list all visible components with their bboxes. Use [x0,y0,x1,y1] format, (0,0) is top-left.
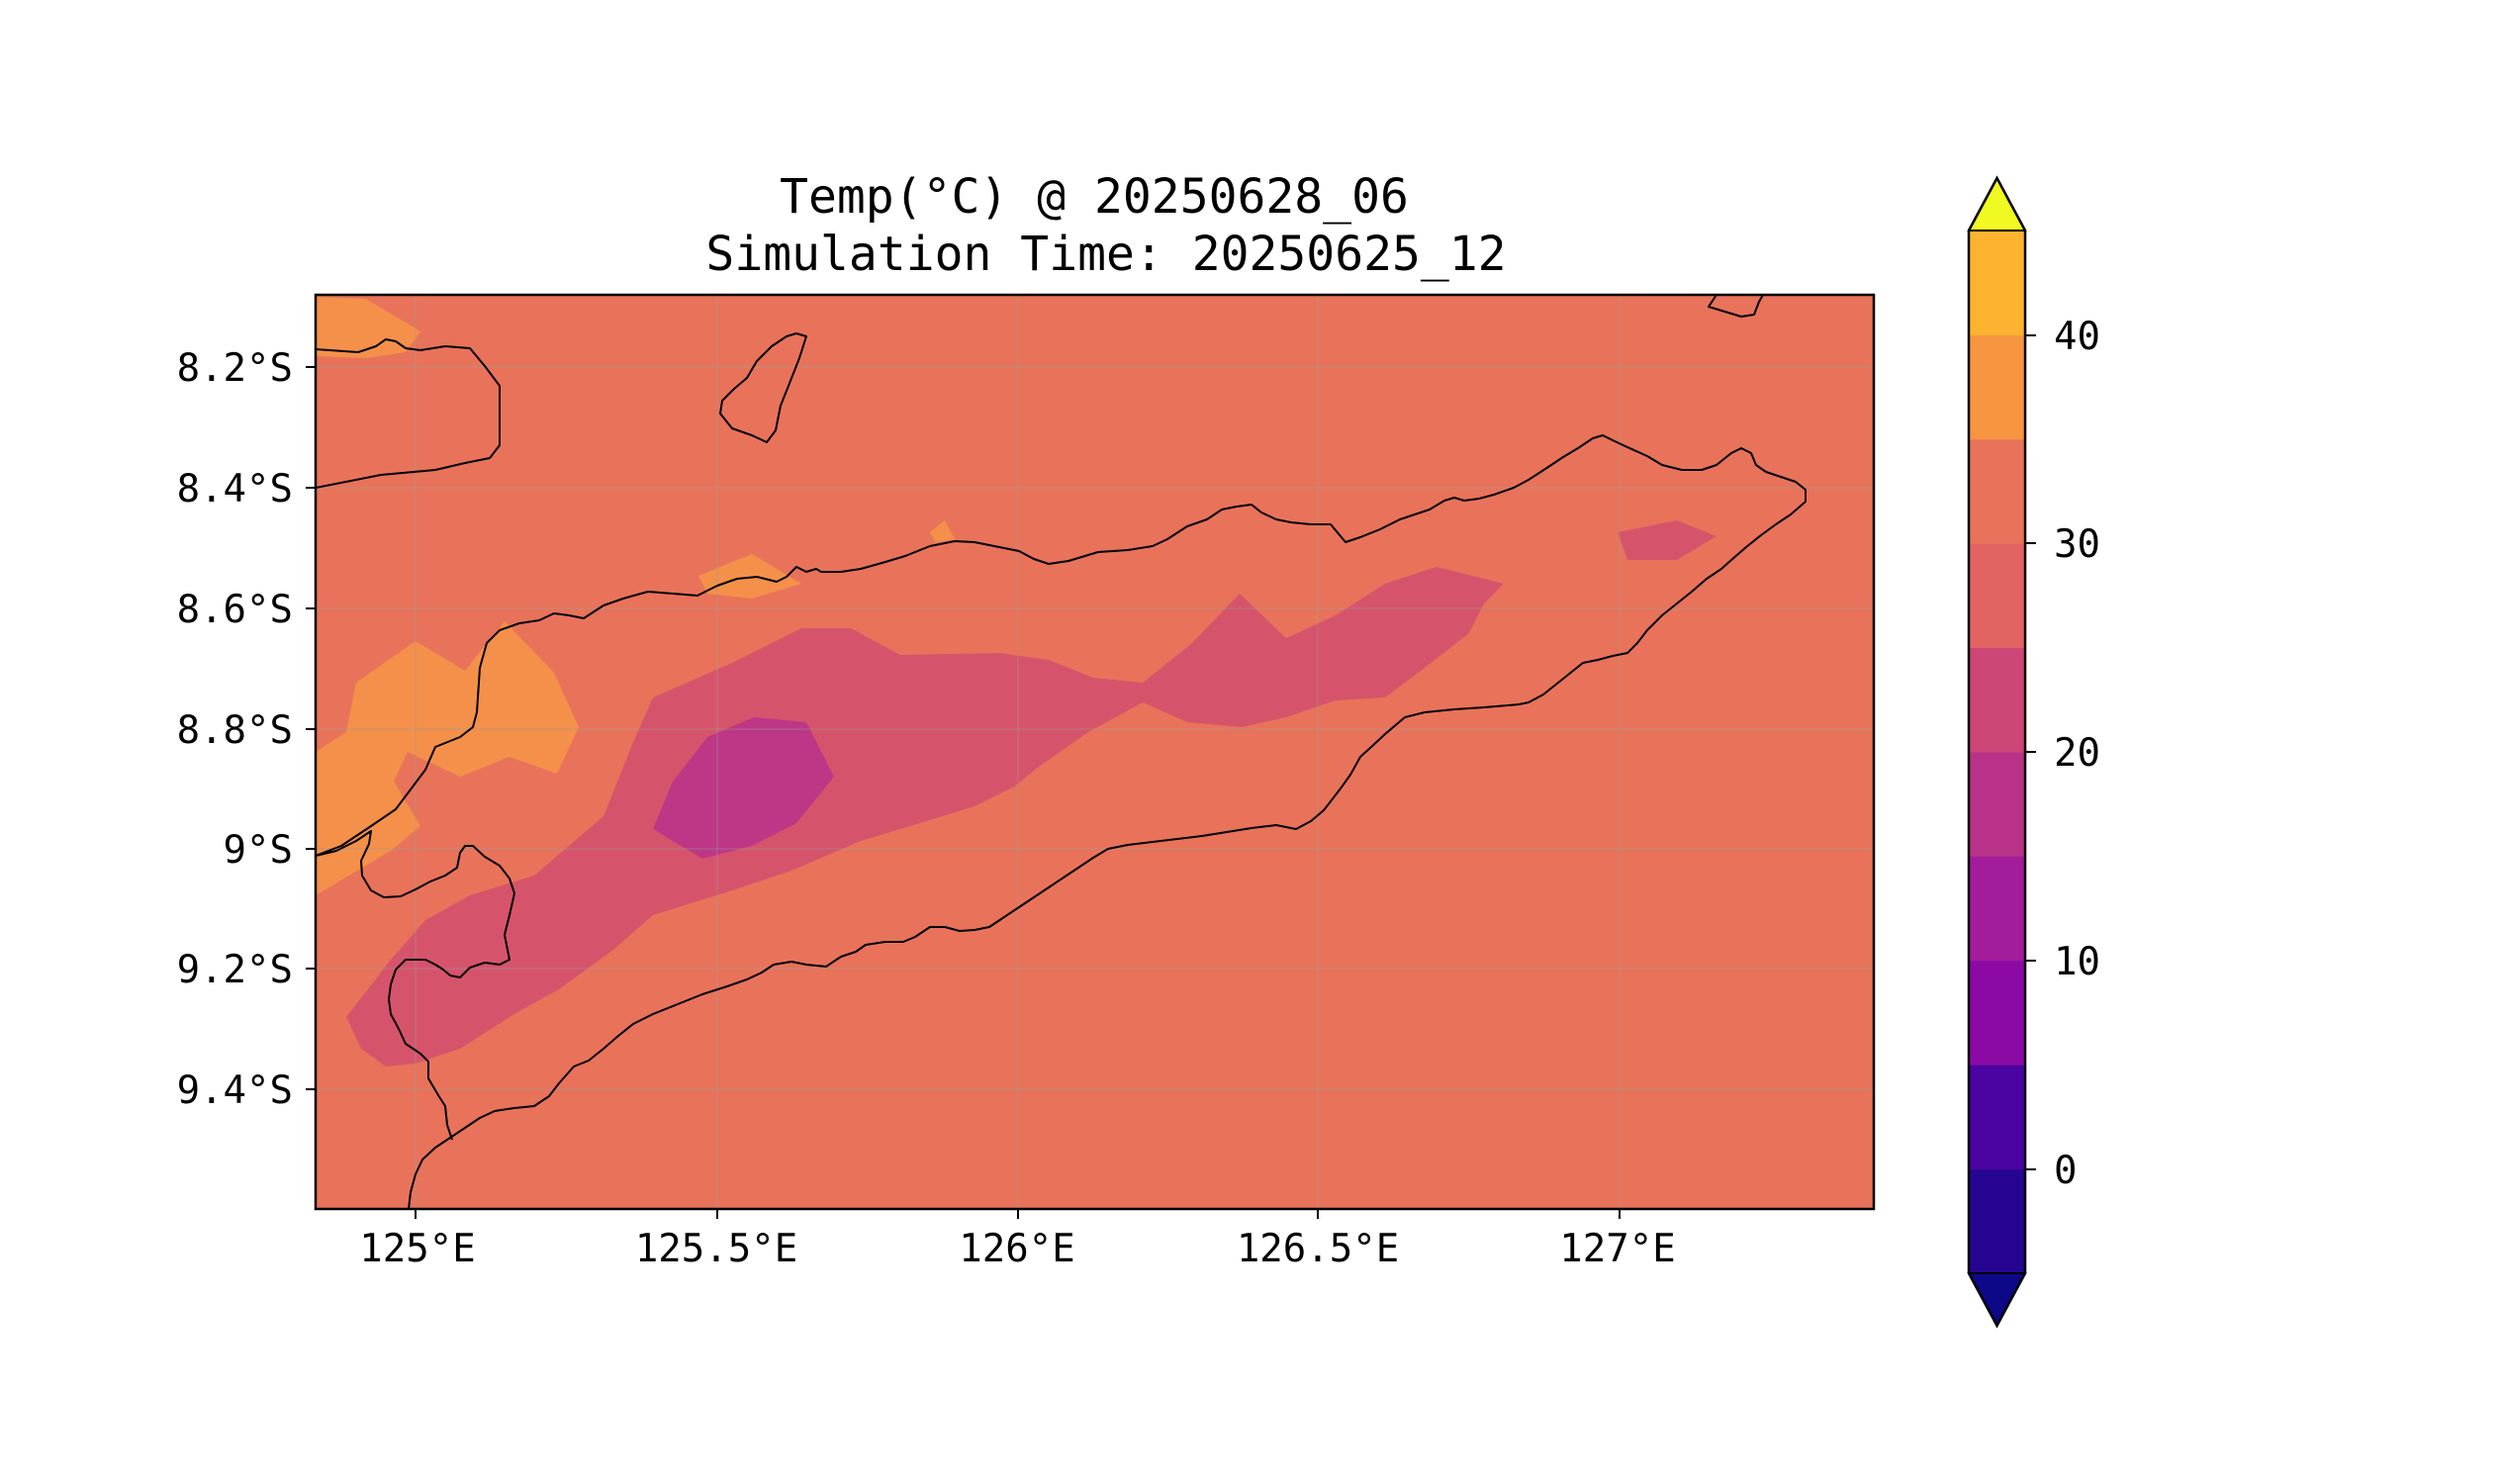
colorbar-ticks: 0 10 20 30 40 [2025,315,2100,1193]
colorbar-band [1969,856,2025,962]
x-axis: 125°E 125.5°E 126°E 126.5°E 127°E [359,1209,1676,1271]
y-tick-label: 8.8°S [177,708,293,753]
colorbar-extend-max [1967,175,2027,232]
contour-30-35-patch [316,297,420,358]
colorbar: 0 10 20 30 40 [1967,175,2100,1329]
colorbar-outline [1967,175,2027,1329]
colorbar-band [1969,752,2025,857]
contour-30-35-patch [930,520,955,542]
map-frame [314,293,1876,1211]
x-tick-label: 126°E [959,1227,1074,1271]
title-line-1: Temp(°C) @ 20250628_06 [780,169,1409,225]
y-tick-label: 9°S [224,828,293,873]
colorbar-extend-min [1967,1272,2027,1329]
colorbar-tick-label: 40 [2054,315,2100,359]
y-tick-label: 8.6°S [177,588,293,632]
colorbar-band [1969,647,2025,753]
colorbar-band [1969,334,2025,440]
colorbar-tick-label: 20 [2054,731,2100,776]
y-tick-label: 9.2°S [177,948,293,992]
colorbar-tick-label: 0 [2054,1149,2077,1193]
colorbar-bands [1969,231,2025,1274]
contour-15-20-core [653,717,834,859]
temperature-field-base [316,295,1874,1209]
contour-20-25-band [346,567,1504,1067]
contour-30-35-patch [316,621,579,895]
x-tick-label: 125.5°E [635,1227,797,1271]
colorbar-band [1969,960,2025,1066]
coastline-timor-south-west [316,830,515,1141]
y-tick-label: 8.2°S [177,346,293,391]
coastline-northeast-island [1708,295,1764,318]
colorbar-tick-label: 30 [2054,522,2100,567]
title-line-2: Simulation Time: 20250625_12 [705,227,1506,282]
colorbar-band [1969,1065,2025,1170]
y-tick-label: 9.4°S [177,1068,293,1113]
colorbar-band [1969,231,2025,335]
colorbar-band [1969,543,2025,649]
contour-20-25-patch [1618,520,1716,560]
x-tick-label: 127°E [1559,1227,1675,1271]
colorbar-band [1969,1168,2025,1274]
colorbar-tick-label: 10 [2054,940,2100,984]
x-tick-label: 125°E [359,1227,475,1271]
contour-30-35-patch [698,554,801,599]
y-tick-label: 8.4°S [177,467,293,511]
x-tick-label: 126.5°E [1237,1227,1399,1271]
map-panel: 125°E 125.5°E 126°E 126.5°E 127°E 8.2°S … [177,293,1876,1271]
coastline-north-island [316,338,501,489]
colorbar-band [1969,438,2025,544]
coastline-small-island [719,332,807,443]
y-axis: 8.2°S 8.4°S 8.6°S 8.8°S 9°S 9.2°S 9.4°S [177,346,316,1113]
coastline-timor-north [316,434,1807,1209]
